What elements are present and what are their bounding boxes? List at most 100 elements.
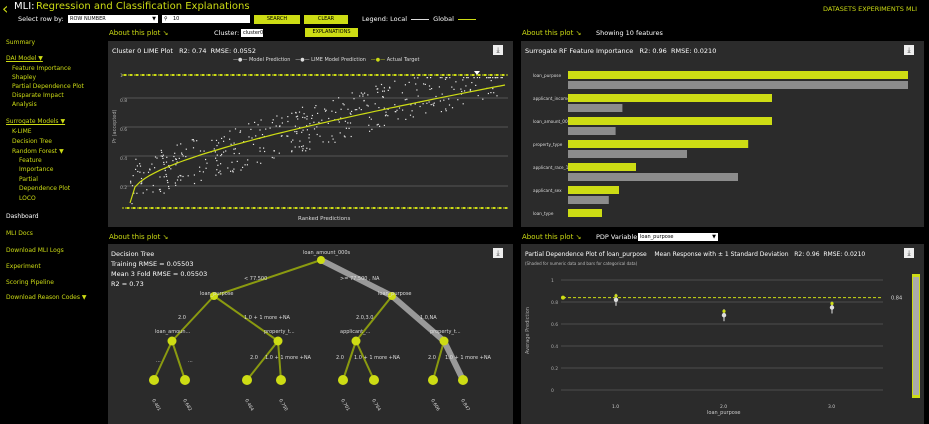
lime-point bbox=[387, 108, 389, 110]
tree-about-link[interactable]: About this plot ↘ bbox=[109, 233, 169, 241]
rf-bar-global[interactable] bbox=[568, 127, 616, 135]
pdp-point[interactable] bbox=[829, 305, 835, 310]
tree-leaf[interactable] bbox=[458, 375, 468, 385]
search-button[interactable]: SEARCH bbox=[254, 15, 300, 24]
sidebar-item[interactable]: Random Forest ▼ bbox=[12, 148, 64, 155]
tree-panel: ⤓ Decision Tree Training RMSE = 0.05503 … bbox=[108, 244, 513, 424]
sidebar-item[interactable]: Dashboard bbox=[6, 213, 39, 220]
sidebar-item[interactable]: Download MLI Logs bbox=[6, 247, 64, 254]
sidebar-item[interactable]: MLI Docs bbox=[6, 230, 33, 237]
lime-point bbox=[380, 83, 383, 86]
tree-node-label: property_t... bbox=[264, 329, 295, 335]
sidebar-item[interactable]: Experiment bbox=[6, 263, 41, 270]
sidebar-item[interactable]: Partial bbox=[19, 176, 38, 183]
sidebar-item[interactable]: Download Reason Codes ▼ bbox=[6, 294, 87, 301]
download-icon[interactable]: ⤓ bbox=[904, 248, 914, 258]
rf-category-label: loan_type bbox=[533, 211, 554, 216]
sidebar-item[interactable]: Scoring Pipeline bbox=[6, 279, 54, 286]
tree-leaf[interactable] bbox=[369, 375, 379, 385]
lime-about-link[interactable]: About this plot ↘ bbox=[109, 29, 169, 37]
tree-node[interactable] bbox=[273, 336, 283, 346]
rf-bar-global[interactable] bbox=[568, 173, 738, 181]
lime-point bbox=[425, 112, 427, 114]
lime-target-point bbox=[211, 207, 213, 209]
sidebar-item[interactable]: Partial Dependence Plot bbox=[12, 83, 84, 90]
download-icon[interactable]: ⤓ bbox=[493, 248, 503, 258]
tree-leaf[interactable] bbox=[338, 375, 348, 385]
sidebar-item[interactable]: Feature Importance bbox=[12, 65, 71, 72]
sidebar-item[interactable]: Surrogate Models ▼ bbox=[6, 118, 66, 125]
cluster-select[interactable]: cluster0▼ bbox=[241, 29, 264, 44]
lime-target-point bbox=[496, 74, 498, 76]
pdp-about-link[interactable]: About this plot ↘ bbox=[522, 233, 582, 241]
tree-leaf[interactable] bbox=[180, 375, 190, 385]
sidebar-item[interactable]: Analysis bbox=[12, 101, 37, 108]
sidebar-item[interactable]: K-LIME bbox=[12, 128, 32, 135]
lime-point bbox=[486, 77, 488, 79]
lime-point bbox=[160, 149, 162, 151]
sidebar-item[interactable]: Summary bbox=[6, 39, 35, 46]
sidebar-item[interactable]: Decision Tree bbox=[12, 138, 52, 145]
rf-bar-local[interactable] bbox=[568, 186, 619, 194]
tree-leaf[interactable] bbox=[428, 375, 438, 385]
rf-bar-global[interactable] bbox=[568, 150, 687, 158]
download-icon[interactable]: ⤓ bbox=[904, 45, 914, 55]
lime-point bbox=[294, 146, 296, 148]
nav-mli[interactable]: MLI bbox=[905, 5, 918, 13]
rf-category-label: applicant_income_... bbox=[533, 96, 576, 101]
lime-point bbox=[187, 175, 189, 177]
tree-node[interactable] bbox=[388, 292, 396, 300]
tree-leaf[interactable] bbox=[276, 375, 286, 385]
rf-bar-local[interactable] bbox=[568, 140, 749, 148]
rf-bar-local[interactable] bbox=[568, 71, 908, 79]
lime-point bbox=[211, 139, 213, 141]
tree-node[interactable] bbox=[439, 336, 449, 346]
sidebar-item[interactable]: Importance bbox=[19, 166, 54, 173]
rf-bar-local[interactable] bbox=[568, 94, 772, 102]
tree-node-root[interactable] bbox=[317, 256, 325, 264]
pdp-scrollbar-thumb[interactable] bbox=[913, 277, 919, 395]
explanations-button[interactable]: EXPLANATIONS bbox=[305, 28, 358, 37]
sidebar-item[interactable]: LOCO bbox=[19, 195, 36, 202]
tree-leaf[interactable] bbox=[149, 375, 159, 385]
nav-experiments[interactable]: EXPERIMENTS bbox=[858, 5, 904, 13]
tree-edge-label: >= 77.500 , NA bbox=[340, 276, 380, 282]
nav-datasets[interactable]: DATASETS bbox=[823, 5, 857, 13]
lime-point bbox=[394, 104, 396, 106]
rf-bar-global[interactable] bbox=[568, 81, 908, 89]
lime-point bbox=[429, 88, 431, 90]
lime-point bbox=[151, 163, 153, 165]
lime-point bbox=[328, 141, 330, 143]
row-select[interactable]: ROW NUMBER ▼ bbox=[68, 15, 158, 23]
rf-bar-local[interactable] bbox=[568, 209, 602, 217]
rf-about-link[interactable]: About this plot ↘ bbox=[522, 29, 582, 37]
sidebar-item[interactable]: DAI Model ▼ bbox=[6, 55, 43, 62]
lime-target-point bbox=[244, 74, 246, 76]
lime-point bbox=[350, 113, 352, 115]
sidebar-item[interactable]: Disparate Impact bbox=[12, 92, 64, 99]
back-chevron-icon[interactable]: ‹ bbox=[2, 0, 9, 18]
lime-point bbox=[327, 122, 329, 124]
row-input[interactable]: ⚲ 10 bbox=[162, 15, 250, 23]
clear-button[interactable]: CLEAR bbox=[304, 15, 348, 24]
rf-bar-global[interactable] bbox=[568, 104, 623, 112]
rf-bar-local[interactable] bbox=[568, 163, 636, 171]
rf-bar-local[interactable] bbox=[568, 117, 772, 125]
lime-point bbox=[353, 98, 355, 100]
tree-node[interactable] bbox=[167, 336, 177, 346]
sidebar-item[interactable]: Feature bbox=[19, 157, 42, 164]
pdp-point[interactable] bbox=[613, 297, 619, 302]
sidebar-item[interactable]: Shapley bbox=[12, 74, 37, 81]
tree-leaf[interactable] bbox=[242, 375, 252, 385]
download-icon[interactable]: ⤓ bbox=[493, 45, 503, 55]
pdp-variable-select[interactable]: loan_purpose ▼ bbox=[638, 233, 718, 241]
pdp-point[interactable] bbox=[721, 313, 727, 318]
lime-target-point bbox=[472, 74, 474, 76]
lime-target-point bbox=[307, 207, 309, 209]
sidebar-item[interactable]: Dependence Plot bbox=[19, 185, 71, 192]
lime-point bbox=[272, 119, 274, 121]
tree-node[interactable] bbox=[210, 292, 218, 300]
lime-target-point bbox=[355, 207, 357, 209]
tree-node[interactable] bbox=[351, 336, 361, 346]
rf-bar-global[interactable] bbox=[568, 196, 609, 204]
